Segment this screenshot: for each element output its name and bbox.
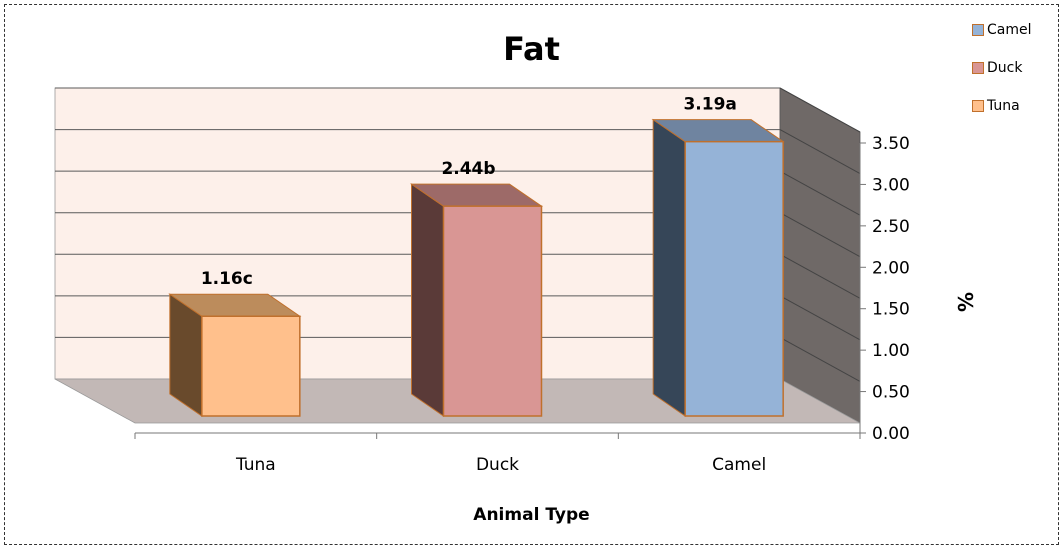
y-tick-label: 0.00 — [872, 424, 910, 444]
data-label-camel: 3.19a — [683, 95, 736, 115]
gridline-side — [779, 295, 861, 341]
bar-side-duck — [411, 183, 444, 417]
x-tick-label-duck: Duck — [476, 455, 519, 475]
x-axis-label: Animal Type — [473, 505, 590, 525]
legend-item-tuna: Tuna — [972, 96, 1032, 115]
x-tick-label-camel: Camel — [712, 455, 766, 475]
bar-duck — [442, 205, 543, 417]
chart-legend: Camel Duck Tuna — [972, 20, 1032, 134]
legend-swatch-camel — [972, 23, 984, 36]
legend-label-camel: Camel — [987, 21, 1032, 38]
y-axis-label: % — [954, 291, 978, 313]
y-tick-label: 0.50 — [872, 383, 910, 403]
data-label-tuna: 1.16c — [201, 269, 253, 289]
bar-camel — [684, 140, 784, 417]
gridline-side — [779, 212, 861, 258]
legend-swatch-tuna — [972, 99, 984, 112]
gridline-side — [779, 170, 861, 216]
gridline-side — [779, 87, 861, 133]
y-tick-label: 3.00 — [872, 175, 910, 195]
legend-label-duck: Duck — [987, 59, 1023, 76]
legend-item-duck: Duck — [972, 58, 1032, 77]
bar-side-camel — [652, 118, 686, 417]
chart-frame — [4, 4, 1059, 545]
y-tick-label: 1.50 — [872, 300, 910, 320]
gridline-side — [779, 253, 861, 299]
y-tick-label: 2.50 — [872, 217, 910, 237]
side-wall — [779, 87, 861, 424]
y-tick-label: 3.50 — [872, 134, 910, 154]
gridline-side — [779, 129, 861, 175]
chart-title: Fat — [503, 30, 560, 68]
gridline-side — [779, 336, 861, 382]
y-tick-label: 1.00 — [872, 341, 910, 361]
x-tick-label-tuna: Tuna — [235, 455, 276, 475]
legend-item-camel: Camel — [972, 20, 1032, 39]
bar-tuna — [201, 315, 301, 417]
legend-label-tuna: Tuna — [987, 97, 1020, 114]
y-tick-label: 2.00 — [872, 258, 910, 278]
legend-swatch-duck — [972, 61, 984, 74]
data-label-duck: 2.44b — [441, 159, 495, 179]
